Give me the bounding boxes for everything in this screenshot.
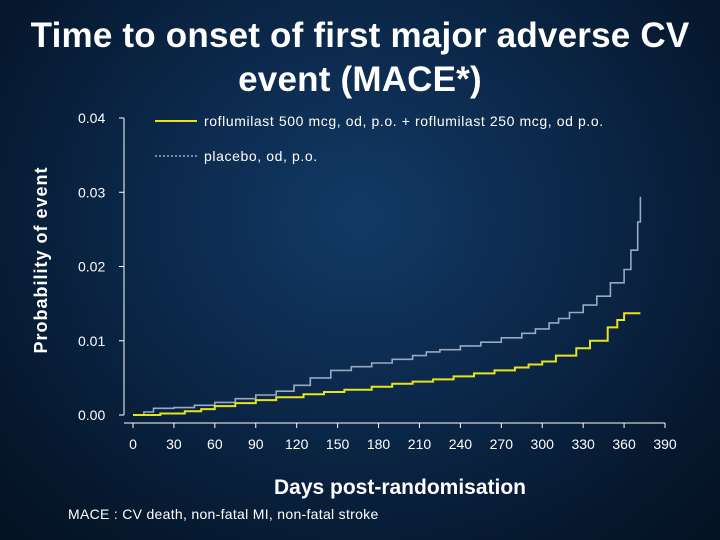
x-tick-label: 0 xyxy=(129,436,137,452)
x-tick-label: 300 xyxy=(531,436,555,452)
x-tick-label: 330 xyxy=(571,436,595,452)
footnote: MACE : CV death, non-fatal MI, non-fatal… xyxy=(68,506,379,522)
x-tick-label: 30 xyxy=(166,436,182,452)
legend: roflumilast 500 mcg, od, p.o. + roflumil… xyxy=(155,113,604,164)
axes: 0.00 0.01 0.02 0.03 0.04 0 30 60 90 120 150 180 210 2… xyxy=(78,110,677,452)
x-axis-label: Days post-randomisation xyxy=(274,476,526,499)
x-tick-label: 360 xyxy=(612,436,636,452)
x-tick-label: 60 xyxy=(207,436,223,452)
title-line-2: event (MACE*) xyxy=(238,60,482,99)
legend-label-placebo: placebo, od, p.o. xyxy=(204,148,318,164)
y-tick-label: 0.02 xyxy=(78,259,105,275)
y-tick-label: 0.03 xyxy=(78,184,105,200)
x-tick-label: 120 xyxy=(285,436,309,452)
x-tick-label: 270 xyxy=(490,436,514,452)
x-tick-label: 90 xyxy=(248,436,264,452)
series-placebo-line xyxy=(133,196,642,416)
x-tick-label: 390 xyxy=(653,436,677,452)
legend-label-roflumilast: roflumilast 500 mcg, od, p.o. + roflumil… xyxy=(204,113,604,129)
chart-title: Time to onset of first major adverse CV … xyxy=(0,14,720,102)
y-tick-label: 0.00 xyxy=(78,407,105,423)
series-layer xyxy=(133,196,642,416)
x-tick-label: 180 xyxy=(367,436,391,452)
x-tick-label: 210 xyxy=(408,436,432,452)
x-tick-label: 150 xyxy=(326,436,350,452)
x-tick-label: 240 xyxy=(449,436,473,452)
y-tick-label: 0.01 xyxy=(78,333,105,349)
title-line-1: Time to onset of first major adverse CV xyxy=(30,16,690,55)
y-tick-label: 0.04 xyxy=(78,110,105,126)
series-roflumilast-line xyxy=(133,312,641,416)
y-axis-label: Probability of event xyxy=(31,166,51,353)
